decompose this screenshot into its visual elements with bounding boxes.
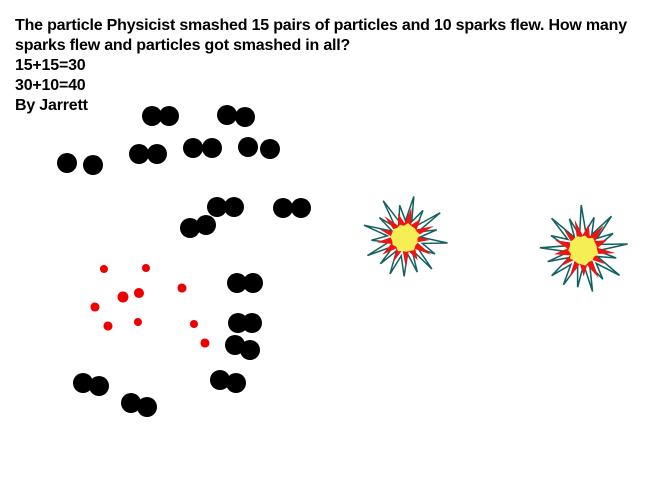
spark-dot [100,265,108,273]
particle-dot [227,273,247,293]
spark-dot [177,283,187,293]
explosion-burst-icon [363,196,448,277]
particle-dot [223,197,244,217]
particle-dot [217,105,237,125]
particle-dot [238,137,258,157]
particle-dot [291,198,311,218]
equation-line-2: 30+10=40 [15,77,86,94]
particle-dot [57,153,77,173]
particle-dot [180,217,200,238]
particle-dot [129,144,149,164]
particle-dot [226,372,246,393]
byline: By Jarrett [15,97,88,114]
particle-dot [235,107,255,127]
particle-dot [141,106,162,126]
particle-dot [137,397,157,417]
equation-line-1: 15+15=30 [15,57,86,74]
spark-dot [134,318,142,326]
problem-line-2: sparks flew and particles got smashed in… [15,37,351,54]
explosion-burst-icon [539,204,628,292]
particle-dot [121,393,141,413]
spark-dot [117,291,129,303]
particle-dot [273,198,293,218]
particle-dot [147,144,167,164]
problem-line-1: The particle Physicist smashed 15 pairs … [15,17,627,34]
spark-dot [200,338,210,348]
spark-dot [90,302,100,312]
particle-dot [73,372,93,393]
particle-dot [260,139,280,159]
spark-dot [190,320,198,328]
particle-dot [83,155,103,175]
spark-dot [103,321,113,331]
particle-dot [182,138,203,158]
problem-text: The particle Physicist smashed 15 pairs … [15,16,655,116]
particle-dot [239,339,260,360]
particle-dot [158,106,179,126]
particle-dot [206,197,227,217]
particle-dot [196,214,216,235]
particle-dot [201,138,222,158]
spark-dot [142,264,150,272]
particle-dot [242,313,262,333]
particle-dot [89,375,109,396]
spark-dot [134,288,144,298]
particle-dot [243,273,263,293]
particle-dot [210,369,230,390]
